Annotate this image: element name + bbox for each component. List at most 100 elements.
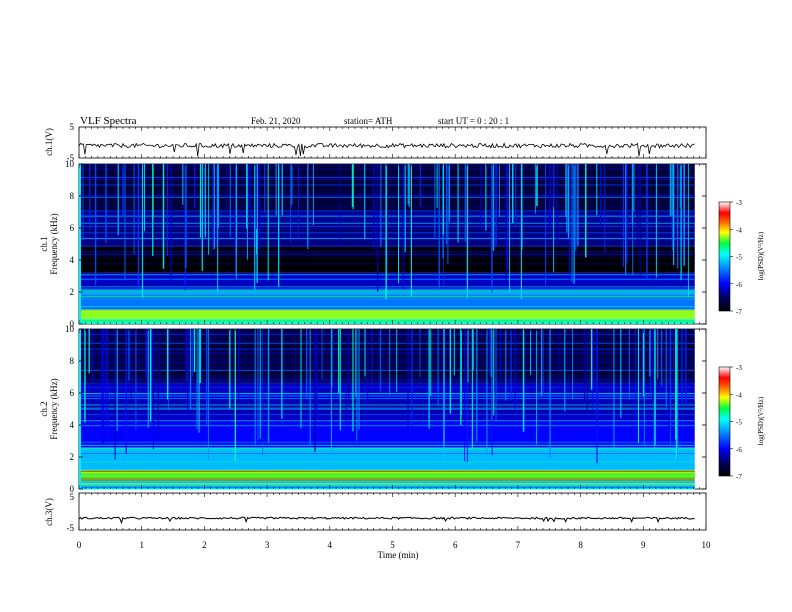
ch3-waveform-frame: [78, 492, 707, 531]
sferic: [436, 164, 438, 208]
sferic: [650, 329, 652, 397]
spectrogram-line: [79, 408, 695, 410]
spectrogram-line: [79, 453, 695, 454]
sferic: [257, 329, 259, 441]
sferic: [558, 329, 560, 387]
xtick-label: 1: [139, 540, 144, 550]
sferic: [144, 164, 145, 232]
sferic: [170, 164, 172, 282]
sferic: [660, 329, 663, 387]
sferic: [199, 329, 202, 384]
ch2-spectrogram-panel: ch.2 Frequency (kHz) 0 2 4 6 8 10: [39, 324, 707, 494]
ch2-colorbar-ticks: -3 -4 -5 -6 -7: [730, 364, 742, 481]
sferic: [157, 329, 159, 434]
sferic: [206, 329, 208, 426]
sferic: [514, 329, 516, 409]
sferic: [207, 329, 209, 460]
sferic: [101, 329, 103, 445]
sferic: [509, 164, 511, 294]
sferic: [685, 329, 687, 406]
sferic: [226, 164, 227, 213]
sferic: [586, 329, 588, 414]
sferic: [204, 164, 207, 238]
sferic: [679, 164, 681, 208]
sferic: [556, 164, 559, 245]
sferic: [522, 329, 525, 432]
sferic: [105, 164, 107, 243]
spectrogram-line: [79, 404, 695, 406]
sferic: [626, 164, 628, 263]
ch1-spectrogram-ylabel-channel: ch.1: [39, 236, 49, 251]
sferic: [312, 164, 314, 226]
spectrogram-band: [79, 447, 695, 470]
sferic: [201, 164, 203, 271]
sferic: [116, 329, 118, 431]
ch2-spectrogram-image: [79, 329, 695, 490]
colorbar-tick-label: -5: [736, 419, 742, 427]
sferic: [657, 329, 659, 379]
sferic: [515, 164, 517, 226]
xtick-label: 10: [702, 540, 712, 550]
ytick-label: 2: [70, 287, 75, 297]
sferic: [643, 329, 645, 447]
sferic: [182, 164, 184, 205]
ytick-label: 10: [65, 324, 75, 334]
sferic: [476, 329, 478, 442]
sferic: [466, 164, 469, 299]
colorbar-tick-label: -7: [736, 473, 742, 481]
sferic: [352, 329, 354, 432]
sferic: [386, 164, 388, 273]
sferic: [652, 329, 654, 401]
sferic: [633, 164, 635, 212]
sferic: [168, 329, 170, 411]
sferic: [572, 329, 573, 400]
sferic: [569, 164, 571, 281]
sferic: [213, 164, 215, 250]
sferic: [596, 164, 598, 216]
sferic: [510, 329, 512, 401]
sferic: [464, 329, 466, 462]
sferic: [196, 329, 198, 430]
sferic: [466, 329, 468, 463]
sferic: [249, 164, 251, 230]
sferic: [505, 164, 507, 286]
sferic: [480, 164, 482, 230]
sferic: [635, 329, 636, 418]
sferic: [411, 329, 413, 427]
spectrogram-line: [79, 488, 695, 490]
xtick-label: 4: [328, 540, 333, 550]
spectrogram-line: [79, 345, 695, 347]
date-label: Feb. 21, 2020: [251, 116, 301, 126]
sferic: [339, 329, 341, 431]
sferic: [256, 164, 258, 283]
sferic: [649, 329, 651, 377]
sferic: [371, 329, 373, 391]
spectrogram-line: [79, 472, 695, 474]
sferic: [448, 164, 450, 222]
sferic: [464, 164, 467, 242]
spectrogram-line: [79, 348, 695, 350]
sferic: [185, 329, 188, 372]
sferic: [485, 164, 487, 231]
sferic: [493, 329, 495, 416]
sferic: [404, 164, 406, 253]
sferic: [592, 329, 594, 411]
ytick-label: 4: [70, 420, 75, 430]
sferic: [92, 329, 94, 380]
ytick-label: 0: [70, 484, 75, 494]
spectrogram-line: [79, 398, 695, 400]
ch1-ylabel: ch.1(V): [44, 128, 54, 156]
xtick-label: 2: [202, 540, 207, 550]
sferic: [246, 164, 248, 260]
sferic: [665, 329, 667, 408]
ytick-label: 10: [65, 159, 75, 169]
sferic: [189, 329, 192, 410]
spectrogram-line: [79, 286, 695, 288]
spectrogram-line: [79, 371, 695, 373]
colorbar-tick-label: -7: [736, 308, 742, 316]
sferic: [550, 164, 551, 226]
colorbar-tick-label: -6: [736, 281, 742, 289]
sferic: [212, 164, 214, 251]
sferic: [407, 164, 409, 205]
